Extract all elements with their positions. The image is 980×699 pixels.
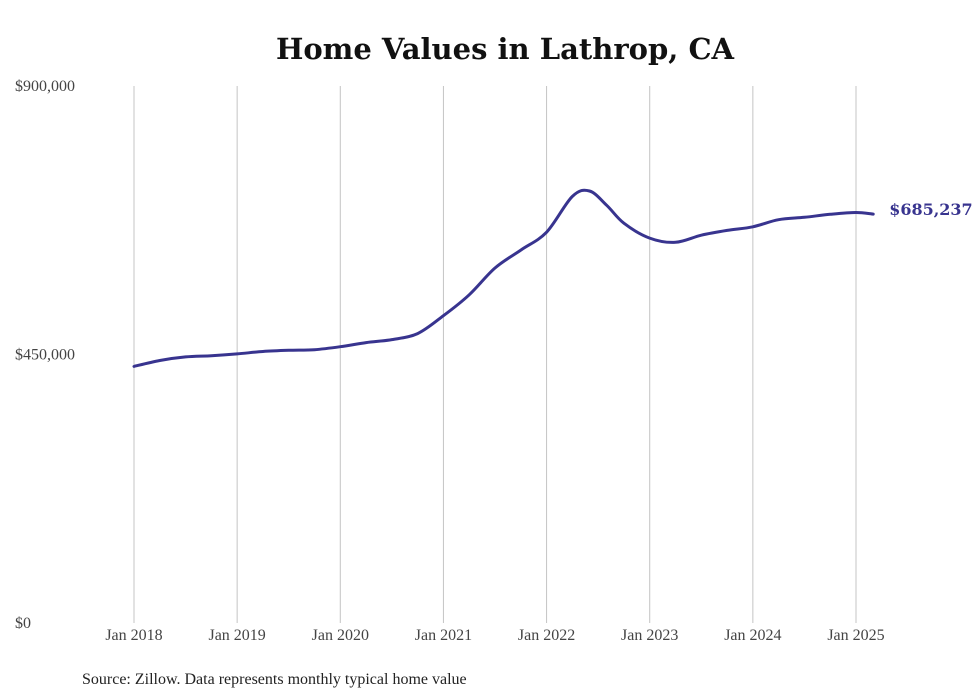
- x-tick-label: Jan 2023: [621, 627, 678, 644]
- y-tick-label: $0: [15, 615, 31, 632]
- y-axis-ticks: $0 $450,000 $900,000: [15, 78, 75, 632]
- x-tick-label: Jan 2019: [208, 627, 265, 644]
- y-tick-label: $450,000: [15, 347, 75, 364]
- x-tick-label: Jan 2020: [312, 627, 369, 644]
- grid-lines: [133, 86, 857, 623]
- end-value-label: $685,237: [889, 200, 973, 219]
- source-note: Source: Zillow. Data represents monthly …: [82, 671, 467, 688]
- x-tick-label: Jan 2024: [724, 627, 781, 644]
- series-line: [132, 188, 875, 368]
- x-tick-label: Jan 2025: [827, 627, 884, 644]
- x-tick-label: Jan 2021: [415, 627, 472, 644]
- chart-title: Home Values in Lathrop, CA: [276, 32, 735, 66]
- x-tick-label: Jan 2018: [105, 627, 162, 644]
- series-layer: [132, 188, 875, 368]
- x-axis-ticks: Jan 2018 Jan 2019 Jan 2020 Jan 2021 Jan 2022…: [105, 627, 884, 644]
- y-tick-label: $900,000: [15, 78, 75, 95]
- x-tick-label: Jan 2022: [518, 627, 575, 644]
